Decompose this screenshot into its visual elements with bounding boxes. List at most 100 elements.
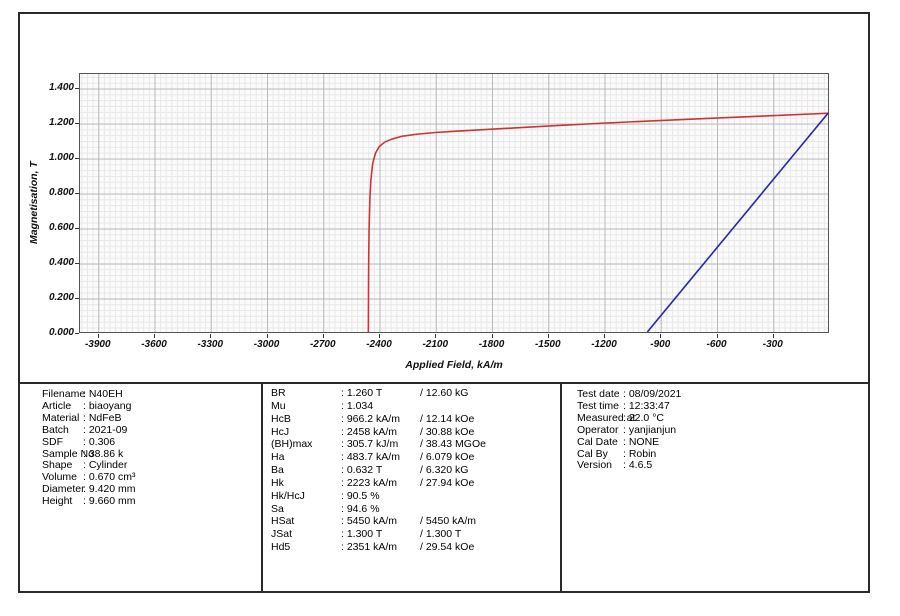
x-tick-label: -900 [650, 339, 671, 350]
x-tick-mark [604, 334, 605, 338]
info-row: Hk: 2223 kA/m / 27.94 kOe [271, 477, 556, 490]
info-value: : 9.420 mm [83, 483, 136, 496]
info-label: Hk [271, 476, 284, 489]
info-value: : 94.6 % [341, 502, 380, 515]
info-value: : 1.260 T [341, 387, 383, 399]
info-label: Ha [271, 451, 285, 464]
panel-divider-left [261, 382, 263, 593]
info-label: BR [271, 387, 286, 399]
info-row: Operator: yanjianjun [577, 424, 862, 437]
y-tick-mark [75, 88, 79, 90]
info-label: HcJ [271, 425, 290, 438]
info-row: BR : 1.260 T / 12.60 kG [271, 387, 556, 400]
x-tick-mark [435, 334, 437, 338]
info-alt-value: / 30.88 kOe [420, 425, 475, 438]
info-alt-value: / 12.60 kG [420, 387, 469, 399]
x-tick-label: -3900 [84, 339, 111, 350]
info-row: Mu: 1.034 [271, 400, 556, 413]
x-tick-mark [660, 334, 662, 338]
y-tick-label: 1.200 [48, 117, 74, 129]
info-value: : 1.300 T [341, 528, 383, 541]
info-label: Article [42, 399, 72, 412]
info-row: Measured at: 22.0 °C [577, 411, 862, 425]
x-tick-mark [379, 334, 380, 338]
page-border [18, 12, 870, 593]
info-label: Volume [42, 471, 78, 484]
y-tick-label: 1.000 [48, 152, 74, 164]
x-tick-label: -1800 [478, 339, 505, 350]
info-row: (BH)max: 305.7 kJ/m / 38.43 MGOe [271, 438, 556, 451]
y-tick-label: 0.800 [48, 187, 74, 199]
info-value: : 5450 kA/m [341, 515, 398, 528]
info-label: Hd5 [271, 541, 291, 554]
y-tick-label: 0.000 [48, 327, 74, 338]
y-tick-mark [75, 158, 79, 160]
measurement-results-panel: BR : 1.260 T / 12.60 kG Mu: 1.034 HcB : 966.2… [271, 387, 556, 554]
info-value: : 966.2 kA/m [341, 412, 400, 425]
x-tick-label: -2700 [309, 339, 336, 350]
x-tick-label: -2100 [422, 339, 449, 350]
info-label: Height [42, 495, 73, 508]
y-tick-mark [75, 228, 79, 230]
curve-canvas [367, 112, 829, 333]
x-tick-label: -2400 [366, 339, 392, 350]
info-row: Sample No: 38.86 k [42, 447, 257, 461]
info-label: Version [577, 459, 613, 472]
info-row: Test time: 12:33:47 [577, 399, 862, 413]
info-label: JSat [271, 528, 293, 541]
info-row: Sa: 94.6 % [271, 503, 556, 516]
info-row: Batch: 2021-09 [42, 423, 257, 437]
info-row: Diameter: 9.420 mm [42, 483, 257, 496]
info-alt-value: / 6.079 kOe [420, 451, 475, 464]
x-tick-mark [547, 334, 549, 338]
info-value: : 2021-09 [83, 423, 128, 436]
info-value: : 2223 kA/m [341, 476, 398, 489]
info-alt-value: / 38.43 MGOe [420, 438, 486, 451]
info-value: : 0.306 [83, 435, 116, 448]
info-value: : NONE [623, 435, 660, 448]
info-value: : 38.86 k [83, 447, 124, 460]
info-label: HcB [271, 412, 291, 425]
info-value: : 305.7 kJ/m [341, 438, 399, 451]
info-value: : 22.0 °C [623, 411, 664, 424]
info-value: : 0.632 T [341, 464, 383, 477]
x-tick-mark [322, 334, 324, 338]
x-axis-title: Applied Field, kA/m [405, 359, 503, 371]
info-row: Cal By: Robin [577, 447, 862, 461]
info-label: Filename [42, 388, 86, 400]
info-row: Volume: 0.670 cm³ [42, 471, 257, 484]
info-value: : 2458 kA/m [341, 425, 398, 438]
x-tick-mark [716, 334, 718, 338]
info-row: HcJ : 2458 kA/m / 30.88 kOe [271, 426, 556, 439]
info-row: HcB: 966.2 kA/m / 12.14 kOe [271, 413, 556, 426]
info-alt-value: / 6.320 kG [420, 464, 469, 477]
info-label: Cal Date [577, 435, 618, 448]
info-row: SDF: 0.306 [42, 435, 257, 449]
info-alt-value: / 29.54 kOe [420, 541, 475, 554]
x-tick-mark [772, 334, 774, 338]
x-tick-mark [210, 334, 212, 338]
info-value: : 483.7 kA/m [341, 451, 400, 464]
info-label: Cal By [577, 447, 608, 460]
info-value: : 9.660 mm [83, 495, 136, 508]
info-label: Ba [271, 464, 284, 477]
info-row: Hk/HcJ: 90.5 % [271, 490, 556, 503]
x-tick-mark [266, 334, 268, 338]
info-value: : 08/09/2021 [623, 388, 682, 400]
y-tick-mark [75, 298, 79, 299]
info-row: Version: 4.6.5 [577, 460, 862, 472]
panel-divider-right [560, 382, 562, 593]
info-label: Test time [577, 399, 620, 412]
induction-B-line [646, 112, 829, 333]
x-tick-label: -1200 [591, 339, 617, 350]
info-row: Filename: N40EH [42, 388, 257, 401]
y-tick-mark [75, 193, 79, 195]
y-tick-label: 0.600 [48, 222, 74, 234]
info-label: Test date [577, 388, 620, 400]
info-value: : 12:33:47 [623, 399, 670, 412]
y-tick-label: 0.200 [48, 292, 74, 303]
info-label: Hk/HcJ [271, 489, 305, 502]
section-divider-horizontal [18, 382, 870, 384]
